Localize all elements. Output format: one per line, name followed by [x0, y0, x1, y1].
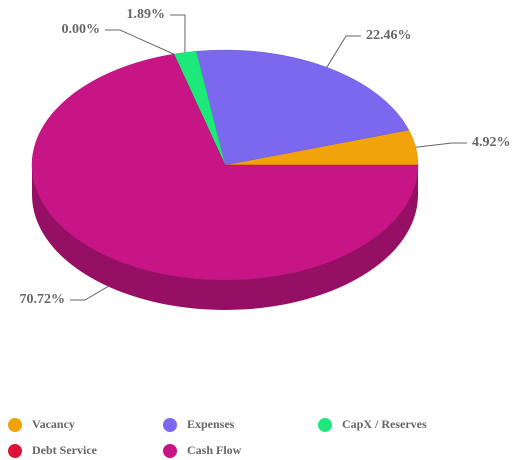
data-label: 4.92% — [472, 135, 511, 150]
legend-label[interactable]: Vacancy — [32, 417, 75, 431]
legend-swatch[interactable] — [8, 444, 22, 458]
legend-label[interactable]: Cash Flow — [187, 443, 242, 457]
legend-swatch[interactable] — [163, 418, 177, 432]
leader-line — [326, 35, 361, 68]
legend-swatch[interactable] — [163, 444, 177, 458]
data-label: 22.46% — [366, 28, 412, 43]
legend-swatch[interactable] — [318, 418, 332, 432]
data-label: 1.89% — [127, 7, 166, 22]
pie-slice[interactable] — [31, 53, 419, 281]
legend-swatch[interactable] — [8, 418, 22, 432]
legend-label[interactable]: Expenses — [187, 417, 235, 431]
leader-line — [415, 142, 467, 148]
leader-line — [170, 14, 186, 53]
leader-line — [70, 286, 109, 301]
data-label: 70.72% — [20, 292, 66, 307]
legend-label[interactable]: CapX / Reserves — [342, 417, 427, 431]
data-label: 0.00% — [62, 22, 101, 37]
leader-line — [105, 29, 175, 55]
legend-label[interactable]: Debt Service — [32, 443, 98, 457]
pie-slice-side — [32, 165, 418, 310]
